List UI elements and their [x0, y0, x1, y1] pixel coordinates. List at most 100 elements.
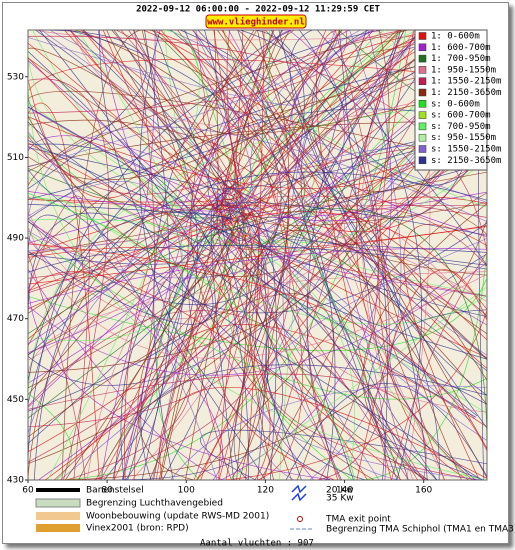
flight-track	[150, 30, 290, 480]
legend-label: 1: 700-950m	[431, 54, 491, 64]
flight-track	[264, 30, 379, 480]
y-tick-label: 470	[7, 314, 24, 324]
legend-swatch	[418, 88, 427, 97]
capacity-icon	[291, 484, 307, 502]
tma-exit-icon	[297, 516, 303, 522]
flight-track	[100, 30, 350, 480]
legend-label: s: 2150-3650m	[431, 156, 501, 166]
vinex-swatch	[36, 524, 80, 532]
flight-track	[28, 208, 487, 405]
flight-track	[28, 192, 356, 480]
housing-swatch	[36, 512, 80, 520]
flight-track	[28, 141, 487, 434]
flight-track	[28, 121, 487, 405]
flight-track	[137, 30, 343, 480]
flight-track	[218, 218, 487, 297]
flight-track	[28, 221, 191, 480]
flight-track	[28, 246, 231, 480]
flight-track	[28, 30, 464, 356]
y-tick-label: 490	[7, 234, 24, 244]
flight-track	[223, 204, 354, 480]
flight-track	[28, 35, 487, 253]
flight-track	[28, 108, 487, 404]
site-badge	[205, 14, 307, 29]
flight-track	[93, 30, 291, 480]
flight-track	[28, 169, 483, 480]
header-title: 2022-09-12 06:00:00 - 2022-09-12 11:29:5…	[136, 5, 380, 15]
tma-exit-label: TMA exit point	[325, 515, 391, 525]
flight-track	[49, 30, 487, 203]
capacity-label: 20 Kw	[326, 486, 354, 496]
flight-track	[28, 30, 258, 199]
legend-label: 1: 600-700m	[431, 43, 491, 53]
flight-track	[28, 293, 334, 480]
y-tick-label: 430	[7, 476, 24, 486]
flight-track	[226, 30, 341, 480]
flight-track	[28, 78, 110, 480]
y-tick-label: 510	[7, 153, 24, 163]
flight-track	[121, 30, 293, 480]
legend-label: 1: 1550-2150m	[431, 77, 501, 87]
flight-track	[28, 203, 233, 220]
flight-track	[28, 373, 427, 480]
flight-track	[237, 30, 270, 187]
flight-track	[258, 238, 487, 480]
flight-track	[115, 30, 487, 236]
y-tick-label: 450	[7, 395, 24, 405]
flight-track	[33, 171, 487, 480]
flight-track	[200, 126, 487, 480]
runway-swatch	[36, 488, 80, 492]
flight-track	[356, 269, 487, 480]
flight-track	[28, 254, 86, 480]
flight-track	[28, 191, 228, 212]
flight-track	[378, 30, 470, 480]
legend-label: 1: 0-600m	[431, 32, 480, 42]
flight-track	[28, 218, 223, 480]
tma-border-label: Begrenzing TMA Schiphol (TMA1 en TMA3)	[326, 525, 515, 535]
flight-track	[185, 219, 239, 480]
flight-track	[270, 30, 487, 186]
flight-track	[28, 262, 487, 376]
flight-track	[28, 106, 409, 480]
flight-track	[86, 230, 487, 480]
legend-label: s: 600-700m	[431, 111, 491, 121]
flight-track	[28, 77, 486, 480]
flight-track	[28, 90, 487, 164]
flight-track	[224, 30, 283, 208]
footer-item: Banenstelsel	[86, 486, 144, 496]
flight-track	[221, 186, 368, 480]
flight-track	[299, 30, 388, 480]
y-tick-label: 530	[7, 72, 24, 82]
flight-track	[141, 226, 216, 480]
flight-track	[28, 277, 487, 352]
flight-track	[141, 30, 217, 210]
flight-track	[53, 227, 244, 480]
legend-swatch	[418, 32, 427, 40]
flight-count: Aantal vluchten : 907	[200, 539, 314, 549]
flight-track	[112, 364, 487, 480]
legend-label: s: 950-1550m	[431, 133, 496, 143]
flight-track	[317, 30, 390, 480]
flight-track	[285, 383, 487, 480]
flight-track	[261, 158, 487, 480]
flight-track	[102, 30, 220, 205]
footer-item: Woonbebouwing (update RWS-MD 2001)	[86, 512, 269, 522]
flight-track	[28, 212, 437, 480]
flight-track	[28, 231, 235, 389]
flight-track	[61, 30, 141, 480]
flight-track	[28, 58, 487, 92]
flight-track	[28, 102, 100, 480]
footer-item: Begrenzing Luchthavengebied	[86, 499, 223, 509]
flight-track	[131, 30, 278, 480]
legend-swatch	[418, 133, 427, 142]
flight-track	[28, 46, 487, 477]
flight-track	[28, 30, 401, 306]
flight-track	[28, 116, 487, 277]
flight-track	[306, 30, 367, 480]
x-tick-label: 120	[257, 486, 274, 496]
x-tick-label: 100	[178, 486, 195, 496]
flight-track	[28, 218, 355, 480]
flight-track	[28, 30, 300, 106]
flight-track	[28, 119, 487, 317]
